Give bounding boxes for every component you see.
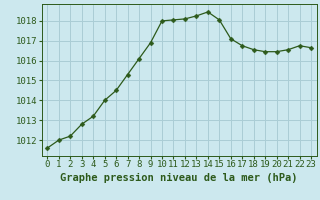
X-axis label: Graphe pression niveau de la mer (hPa): Graphe pression niveau de la mer (hPa) [60,173,298,183]
